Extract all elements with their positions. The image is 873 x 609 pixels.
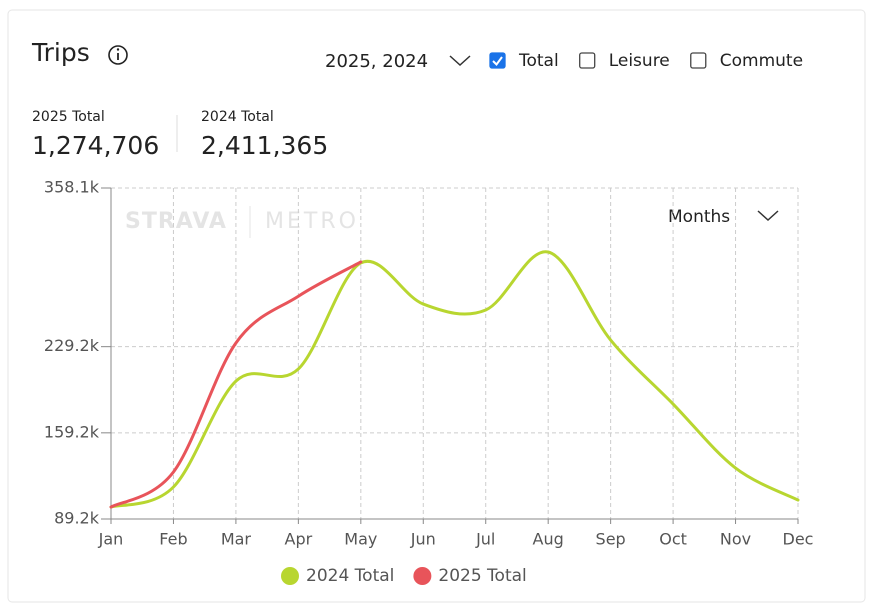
x-tick-label: Aug: [533, 530, 564, 549]
checkbox[interactable]: [579, 52, 596, 69]
checkbox-label[interactable]: Leisure: [609, 51, 670, 71]
x-tick-label: Jan: [98, 530, 124, 549]
x-tick-label: Jun: [410, 530, 436, 549]
card-border: [7, 9, 866, 603]
x-tick-label: Nov: [720, 530, 751, 549]
watermark: STRAVA: [125, 209, 227, 234]
x-tick-label: Feb: [159, 530, 187, 549]
checkbox-label[interactable]: Total: [518, 51, 559, 71]
dropdown-arrow[interactable]: [449, 55, 471, 67]
checkbox-label[interactable]: Commute: [720, 51, 803, 71]
total-value: 2,411,365: [201, 131, 328, 160]
title: Trips: [31, 38, 90, 67]
info-icon[interactable]: [108, 45, 128, 65]
legend-label[interactable]: 2025 Total: [438, 566, 526, 586]
checkbox[interactable]: [489, 52, 506, 69]
x-tick-label: Apr: [285, 530, 313, 549]
y-tick-label: 159.2k: [44, 422, 100, 441]
x-tick-label: Oct: [659, 530, 687, 549]
year-selector[interactable]: 2025, 2024: [325, 51, 428, 72]
legend-swatch[interactable]: [281, 567, 299, 585]
checkbox[interactable]: [690, 52, 707, 69]
y-tick-label: 89.2k: [54, 509, 100, 528]
y-tick-label: 229.2k: [44, 336, 100, 355]
y-tick-label: 358.1k: [44, 178, 100, 197]
watermark: METRO: [265, 209, 359, 234]
legend-label[interactable]: 2024 Total: [306, 566, 394, 586]
x-tick-label: May: [344, 530, 377, 549]
period-selector[interactable]: Months: [668, 207, 730, 227]
dropdown-arrow[interactable]: [757, 210, 779, 222]
x-tick-label: Jul: [475, 530, 495, 549]
total-label: 2025 Total: [32, 109, 105, 125]
checkmark[interactable]: [492, 56, 503, 67]
total-value: 1,274,706: [32, 131, 159, 160]
series-line: [109, 260, 363, 509]
x-tick-label: Dec: [783, 530, 814, 549]
series-line: [109, 250, 800, 509]
x-tick-label: Mar: [221, 530, 252, 549]
legend-swatch[interactable]: [413, 567, 432, 585]
total-label: 2024 Total: [201, 109, 274, 125]
x-tick-label: Sep: [596, 530, 626, 549]
